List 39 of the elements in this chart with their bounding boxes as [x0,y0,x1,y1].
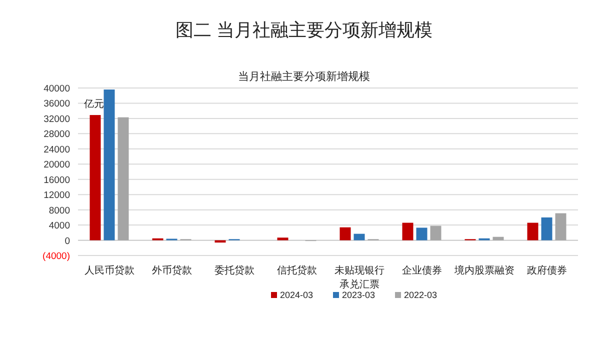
y-tick-label: 24000 [44,144,70,156]
y-tick-label: 0 [64,236,70,247]
x-tick-label: 信托贷款 [276,264,317,276]
bar [527,222,538,240]
bar [541,217,552,240]
legend-label: 2022-03 [404,290,438,300]
chart-title: 图二 当月社融主要分项新增规模 [175,20,433,40]
bar [104,90,115,240]
y-axis-title: 亿元 [83,99,104,110]
y-tick-label: 12000 [44,190,70,202]
bar [430,226,442,240]
y-tick-label: 32000 [44,114,70,125]
x-tick-label: 委托贷款 [214,264,254,276]
bar [354,234,365,240]
chart-subtitle: 当月社融主要分项新增规模 [238,70,370,83]
x-tick-label: 未贴现银行承兑汇票 [334,264,384,290]
bar [90,115,101,240]
legend-label: 2024-03 [280,290,314,300]
bar [118,117,129,240]
y-tick-label: 36000 [44,98,70,110]
bar [416,228,428,240]
bar [340,227,351,240]
y-tick-label: 40000 [44,84,70,94]
x-tick-label: 境内股票融资 [453,264,514,276]
y-tick-label: 4000 [48,220,70,232]
x-tick-label: 人民币贷款 [84,264,134,276]
bar [402,222,414,240]
y-tick-label: 20000 [44,160,70,171]
bar [555,213,566,240]
y-tick-label: 16000 [44,174,70,186]
x-tick-label: 外币贷款 [152,264,192,276]
bar [277,238,288,240]
bar [492,236,504,240]
y-tick-label: 28000 [44,129,70,140]
x-tick-label: 企业债券 [402,264,442,276]
x-tick-label: 政府债券 [526,264,567,276]
y-tick-label: (4000) [42,251,70,262]
y-tick-label: 8000 [48,205,70,216]
legend-label: 2023-03 [342,290,376,300]
